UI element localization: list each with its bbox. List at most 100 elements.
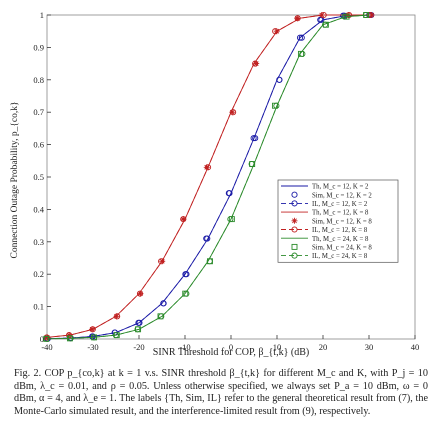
- series-line: [46, 14, 370, 340]
- y-tick-label: 0.1: [33, 302, 44, 312]
- data-point: [206, 258, 213, 265]
- y-tick-label: 0.5: [33, 172, 44, 182]
- legend-label: Th, M_c = 24, K = 8: [312, 236, 369, 243]
- data-point: [252, 135, 259, 142]
- data-point: [341, 13, 348, 20]
- data-point: [183, 290, 190, 297]
- x-tick-label: -20: [133, 342, 144, 352]
- data-point: [136, 290, 144, 297]
- data-point: [205, 164, 212, 171]
- legend-label: Sim, M_c = 12, K = 2: [312, 192, 372, 199]
- data-point: [203, 235, 210, 242]
- x-tick-label: 10: [273, 342, 282, 352]
- series-8: [43, 12, 370, 342]
- series-3: [44, 11, 375, 342]
- data-point: [299, 50, 306, 57]
- legend-marker: [291, 252, 298, 259]
- data-point: [114, 313, 121, 320]
- y-tick-label: 0.9: [33, 42, 44, 52]
- legend-marker: [291, 226, 298, 233]
- y-tick-label: 1: [40, 10, 44, 20]
- data-point: [368, 12, 375, 18]
- data-point: [160, 300, 167, 307]
- legend-label: Th, M_c = 12, K = 2: [312, 184, 369, 191]
- y-tick-label: 0: [40, 334, 44, 344]
- data-point: [276, 76, 283, 83]
- series-line: [46, 14, 369, 338]
- data-point: [296, 34, 304, 41]
- data-point: [66, 332, 73, 339]
- x-tick-label: 0: [229, 342, 233, 352]
- data-point: [252, 60, 259, 67]
- series-2: [44, 11, 373, 342]
- legend-label: IL, M_c = 24, K = 8: [312, 253, 368, 260]
- series-group: [43, 11, 375, 342]
- data-point: [90, 334, 98, 341]
- data-point: [89, 326, 96, 333]
- data-point: [180, 216, 187, 223]
- y-tick-label: 0.7: [33, 107, 44, 117]
- y-tick-label: 0.3: [33, 237, 44, 247]
- x-tick-label: 20: [319, 342, 328, 352]
- data-point: [294, 15, 301, 22]
- data-point: [317, 16, 324, 23]
- figure-caption: Fig. 2. COP p_{co,k} at k = 1 v.s. SINR …: [14, 368, 428, 417]
- legend-marker: [291, 191, 298, 198]
- data-point: [66, 332, 73, 339]
- x-tick-label: -30: [87, 342, 98, 352]
- data-point: [158, 313, 165, 320]
- legend-marker: [291, 243, 298, 250]
- data-point: [158, 258, 165, 265]
- x-tick-label: 30: [365, 342, 374, 352]
- x-tick-label: -10: [179, 342, 190, 352]
- legend-label: IL, M_c = 12, K = 2: [312, 201, 368, 208]
- legend-label: Th, M_c = 12, K = 8: [312, 210, 369, 217]
- data-point: [253, 60, 260, 67]
- cop-figure: -40 -30 -20 -10 0 10 20 30 40 0 0.1 0.2 0.3 0.4 0.5 0.6…: [10, 10, 420, 358]
- data-point: [294, 15, 301, 22]
- x-axis-label: SINR Threshold for COP, β_{t,k} (dB): [153, 347, 309, 358]
- data-point: [203, 164, 210, 171]
- data-point: [362, 11, 369, 19]
- series-1: [46, 14, 370, 340]
- y-tick-label: 0.8: [33, 75, 44, 85]
- legend-label: Sim, M_c = 24, K = 8: [312, 245, 372, 252]
- y-axis-label: Connection Outage Probability, p_{co,k}: [10, 101, 20, 258]
- data-point: [89, 326, 96, 333]
- data-point: [136, 319, 143, 326]
- plot-frame: [46, 14, 416, 340]
- series-line: [46, 14, 369, 338]
- x-tick-label: -40: [41, 342, 52, 352]
- data-point: [134, 326, 141, 333]
- series-4: [46, 14, 369, 338]
- series-6: [43, 11, 373, 341]
- data-point: [272, 28, 279, 35]
- data-point: [345, 12, 352, 18]
- data-point: [320, 11, 327, 19]
- data-point: [67, 335, 74, 342]
- legend-marker: [291, 217, 298, 224]
- data-point: [43, 335, 50, 342]
- data-point: [298, 34, 305, 41]
- y-tick-label: 0.6: [33, 140, 44, 150]
- data-point: [226, 190, 233, 197]
- data-point: [229, 109, 236, 116]
- data-point: [248, 160, 255, 168]
- series-line: [46, 14, 370, 340]
- y-tick-label: 0.2: [33, 269, 44, 279]
- data-point: [227, 216, 234, 223]
- data-point: [322, 21, 329, 28]
- legend-box: [277, 179, 399, 263]
- y-tick-label: 0.4: [33, 204, 44, 214]
- series-5: [44, 12, 375, 341]
- series-7: [46, 14, 370, 340]
- series-line: [46, 14, 370, 340]
- data-point: [180, 216, 187, 223]
- legend-label: IL, M_c = 12, K = 8: [312, 227, 368, 234]
- x-tick-label: 40: [411, 342, 420, 352]
- legend-label: Sim, M_c = 12, K = 8: [312, 218, 372, 225]
- data-point: [230, 109, 237, 116]
- series-line: [46, 14, 370, 340]
- data-point: [273, 102, 280, 109]
